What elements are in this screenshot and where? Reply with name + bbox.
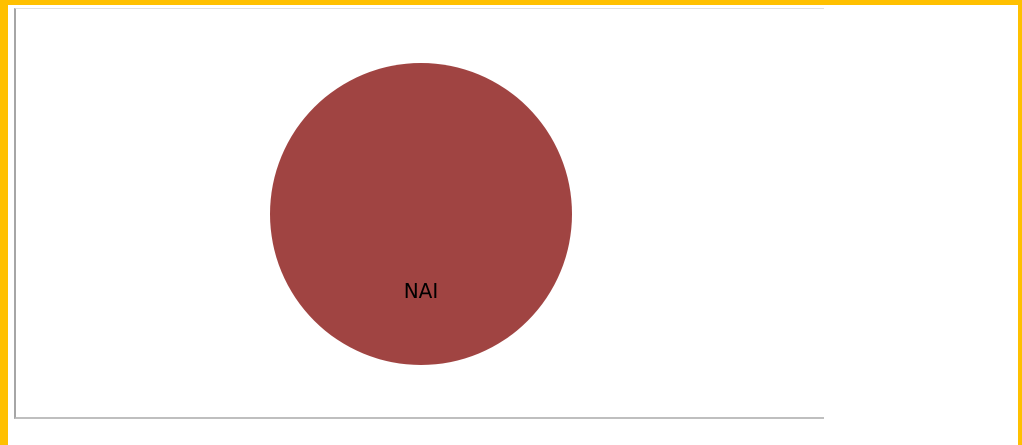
slice-label: NAI — [404, 279, 439, 303]
frame-border — [0, 0, 8, 445]
chart-area: NAI — [14, 8, 824, 419]
frame-border — [0, 0, 1022, 5]
pie-slice — [270, 63, 572, 365]
chart: NAI — [270, 63, 572, 365]
frame-border — [1018, 0, 1022, 445]
